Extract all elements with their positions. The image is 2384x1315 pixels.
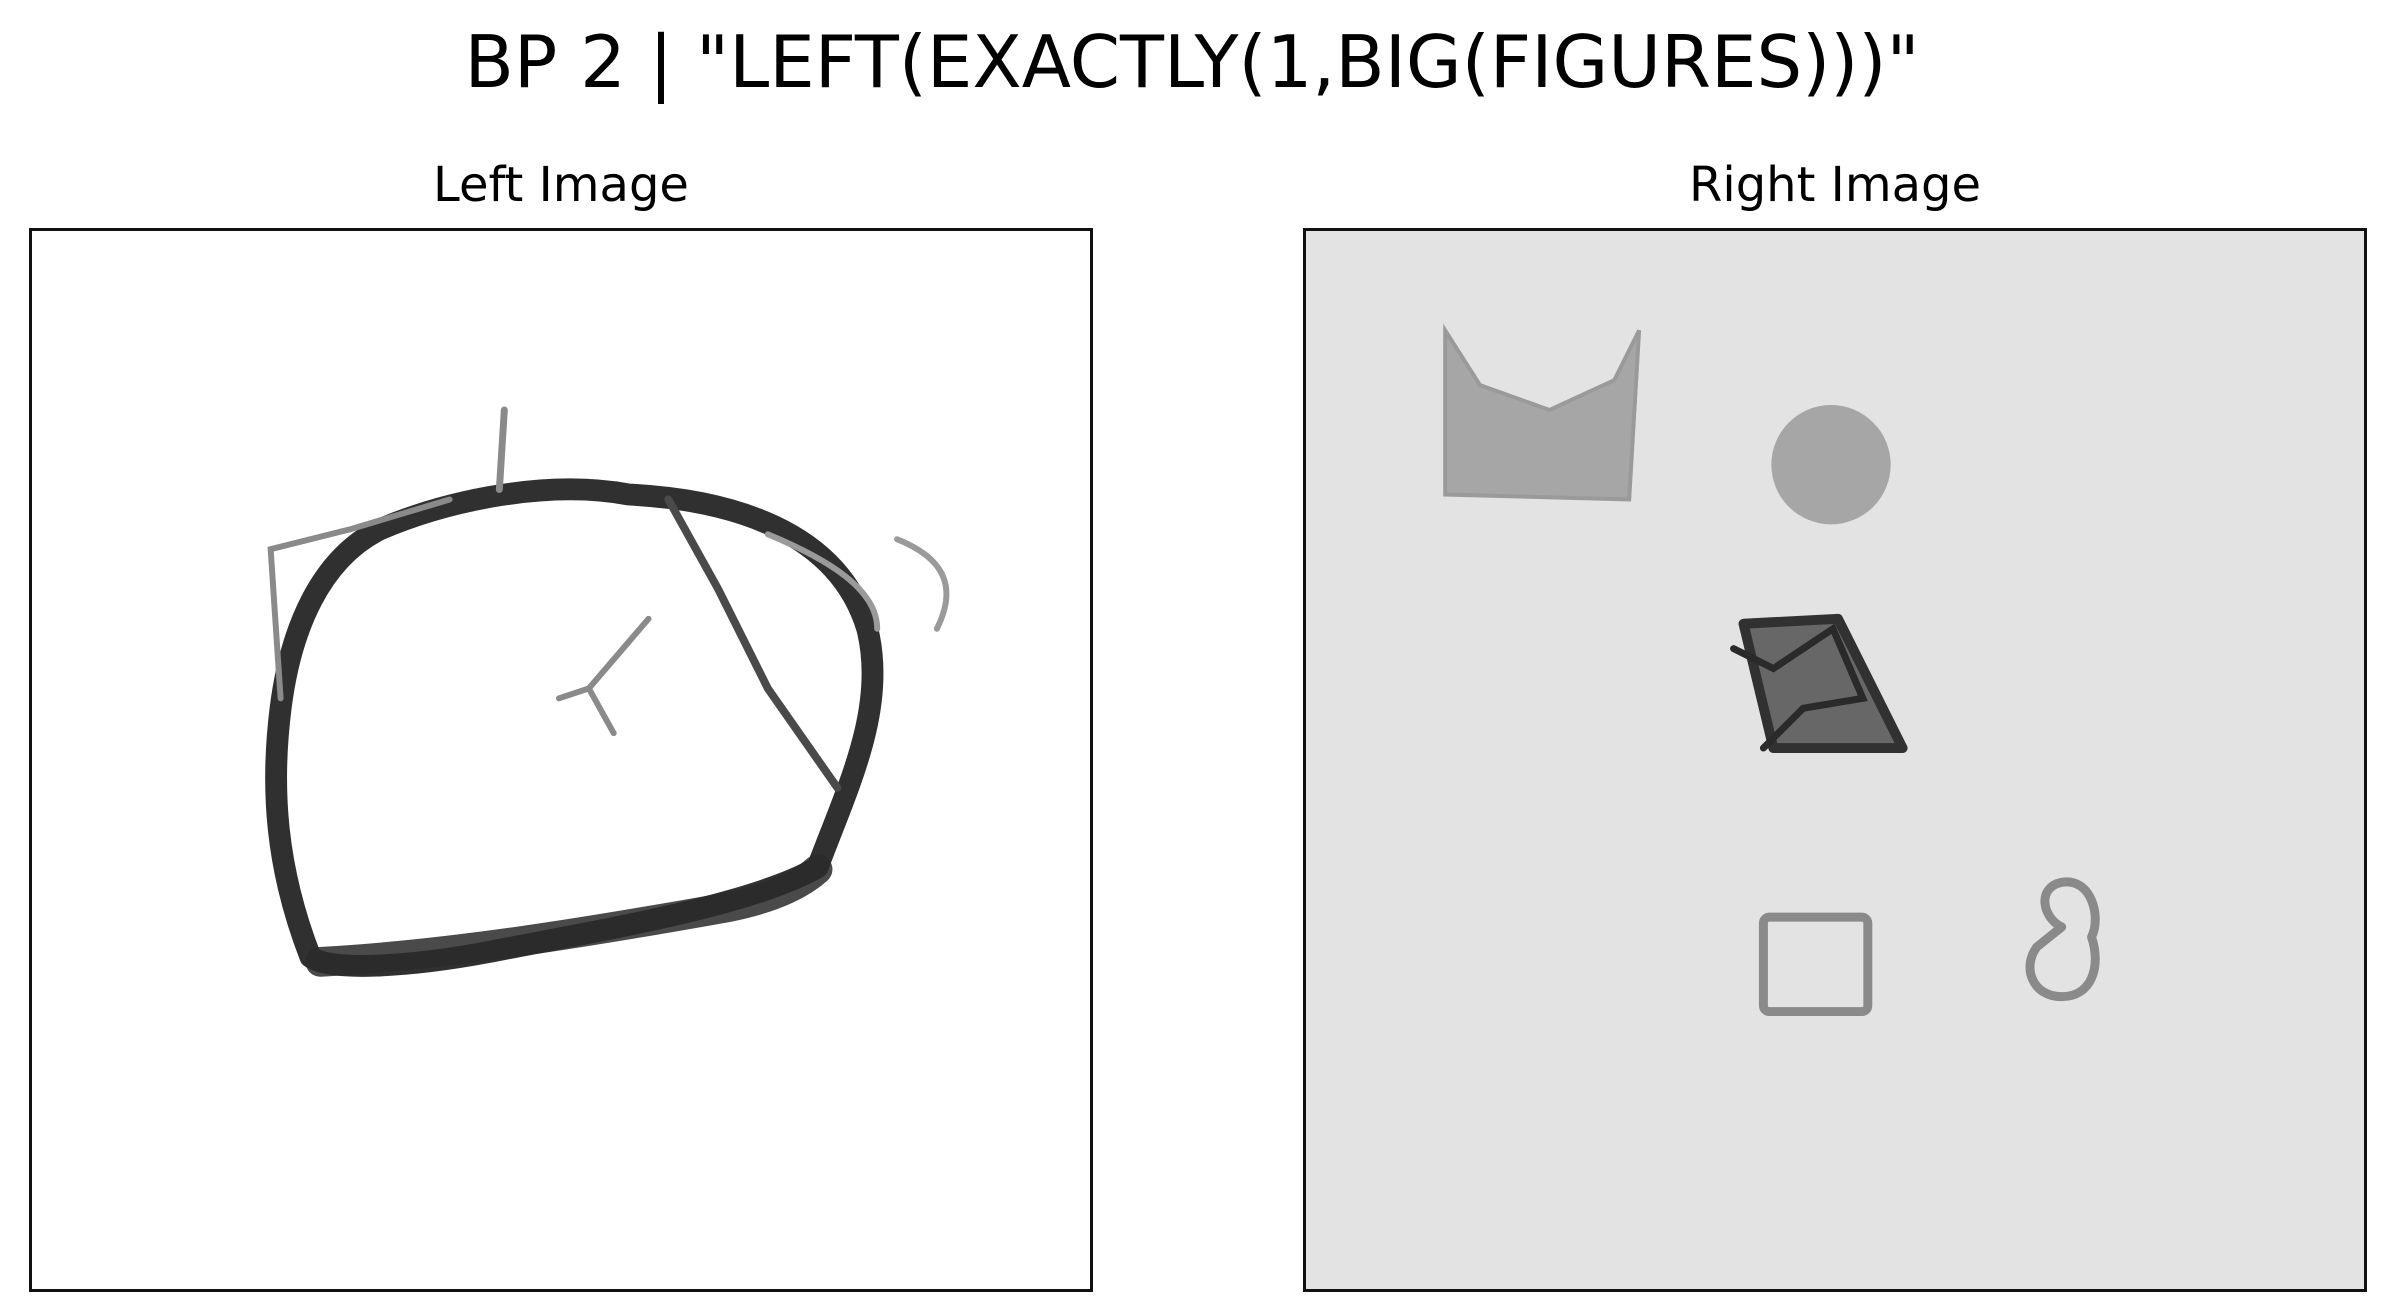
right-image-panel [1303,228,2367,1292]
gray-circle [1771,405,1891,525]
left-image-panel [29,228,1093,1292]
crown-shape [1443,323,1642,502]
faint-square-outline [267,496,453,702]
right-image-canvas [1443,323,2100,1017]
small-y-mark [556,615,652,737]
inner-diagonal-line [664,495,842,792]
figure-title: BP 2 | "LEFT(EXACTLY(1,BIG(FIGURES)))" [464,20,1920,104]
outlined-square [1758,912,1873,1017]
top-tick-mark [495,406,508,494]
right-panel-title: Right Image [1689,157,1981,213]
oval-bottom-stroke [305,854,833,977]
faint-right-arc [764,531,950,632]
triangle-scribble [1730,623,1868,752]
dark-triangle [1738,613,1908,754]
outlined-peanut-shape [2025,877,2100,1002]
left-panel-title: Left Image [433,157,689,213]
left-image-canvas [265,406,950,977]
